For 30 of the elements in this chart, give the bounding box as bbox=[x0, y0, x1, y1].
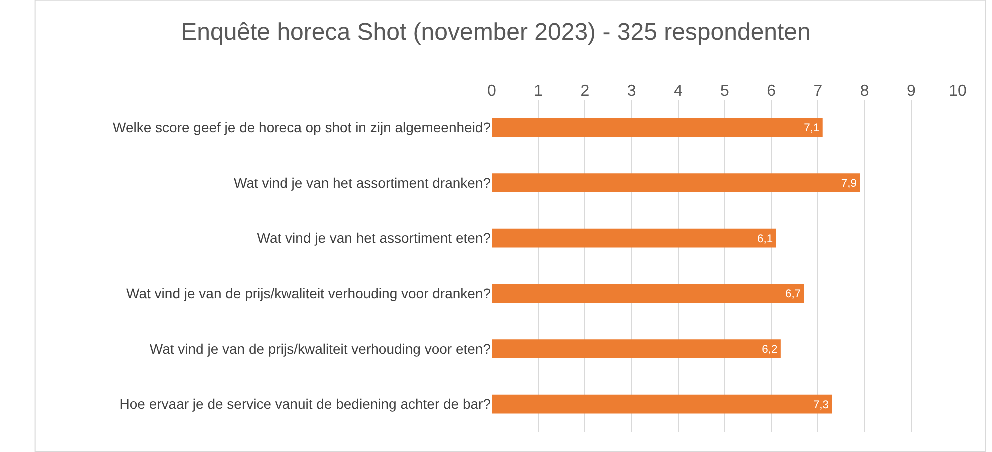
bar bbox=[492, 340, 781, 358]
chart-title: Enquête horeca Shot (november 2023) - 325 respondenten bbox=[181, 19, 811, 46]
x-tick-label: 5 bbox=[720, 82, 730, 100]
x-tick-label: 7 bbox=[814, 82, 823, 100]
x-tick-label: 0 bbox=[488, 82, 497, 100]
y-tick-label: Welke score geef je de horeca op shot in zijn algemeenheid? bbox=[113, 120, 492, 136]
bar bbox=[492, 394, 832, 414]
y-tick-label: Wat vind je van het assortiment eten? bbox=[257, 230, 492, 246]
y-tick-label: Hoe ervaar je de service vanuit de bediening achter de bar? bbox=[120, 396, 492, 412]
data-label: 6,2 bbox=[762, 344, 778, 356]
bar bbox=[492, 228, 776, 248]
x-tick-label: 3 bbox=[627, 82, 636, 100]
x-tick-label: 6 bbox=[767, 82, 776, 100]
y-tick-label: Wat vind je van de prijs/kwaliteit verhouding voor dranken? bbox=[126, 286, 492, 302]
data-label: 6,7 bbox=[785, 288, 802, 301]
x-tick-label: 1 bbox=[534, 82, 544, 100]
x-tick-label: 10 bbox=[949, 82, 967, 100]
data-label: 7,3 bbox=[813, 399, 829, 412]
y-tick-label: Wat vind je van de prijs/kwaliteit verhouding voor eten? bbox=[150, 340, 492, 357]
x-tick-label: 9 bbox=[906, 82, 916, 100]
x-tick-label: 2 bbox=[580, 82, 590, 100]
data-label: 7,9 bbox=[841, 178, 857, 190]
data-label: 6,1 bbox=[758, 233, 774, 246]
bar bbox=[492, 174, 860, 192]
x-tick-label: 4 bbox=[674, 82, 683, 100]
data-label: 7,1 bbox=[804, 122, 820, 135]
x-tick-label: 8 bbox=[860, 82, 870, 100]
bar bbox=[492, 284, 804, 304]
y-tick-label: Wat vind je van het assortiment dranken? bbox=[234, 174, 492, 191]
bar bbox=[492, 118, 823, 138]
